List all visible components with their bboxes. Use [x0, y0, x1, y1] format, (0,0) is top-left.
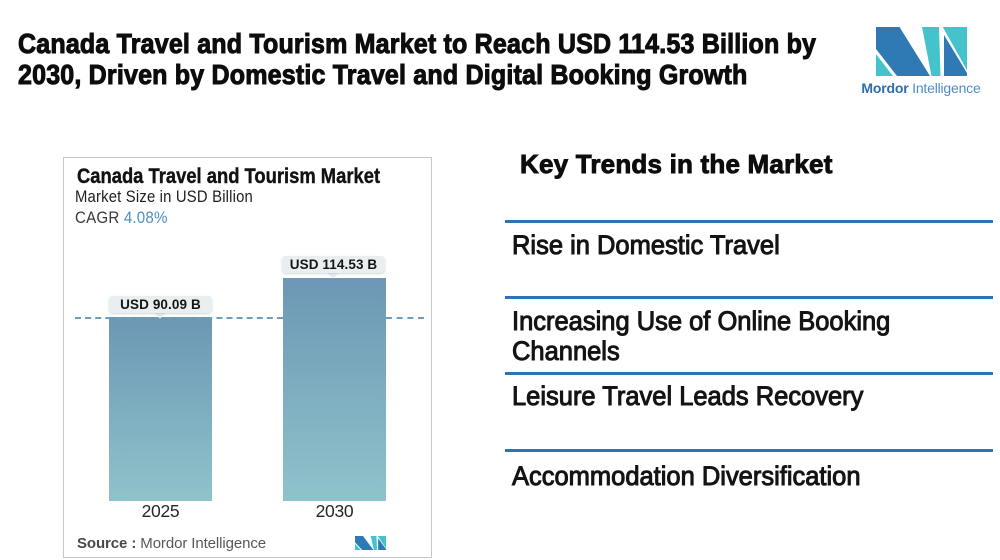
- trend-separator-3: [505, 372, 993, 375]
- source-value: Mordor Intelligence: [140, 535, 266, 552]
- mordor-logo: Mordor Intelligence: [857, 0, 985, 121]
- chart-title: Canada Travel and Tourism Market: [77, 164, 381, 188]
- mordor-logo-text: Mordor Intelligence: [857, 80, 985, 96]
- chart-subtitle: Market Size in USD Billion: [75, 188, 253, 206]
- trend-item-4: Accommodation Diversification: [512, 461, 862, 492]
- value-label-2030: USD 114.53 B: [282, 256, 385, 273]
- market-chart-card: Canada Travel and Tourism Market Market …: [63, 157, 432, 558]
- mordor-mark-small-icon: [355, 536, 386, 550]
- bar-2030: [283, 278, 386, 501]
- cagr-label: CAGR: [75, 208, 120, 227]
- reference-dashed-line-left: [75, 317, 283, 319]
- x-axis-label-2025: 2025: [141, 501, 180, 521]
- mordor-logo-icon: [876, 27, 967, 76]
- trend-item-3: Leisure Travel Leads Recovery: [512, 381, 864, 412]
- chart-cagr: CAGR 4.08%: [75, 208, 168, 228]
- page-title-line1: Canada Travel and Tourism Market to Reac…: [18, 27, 817, 59]
- trend-separator-4: [505, 449, 993, 452]
- page-title: Canada Travel and Tourism Market to Reac…: [18, 27, 817, 90]
- trend-item-2: Increasing Use of Online Booking Channel…: [512, 306, 891, 367]
- value-label-2025: USD 90.09 B: [109, 296, 212, 313]
- bar-2025: [109, 317, 212, 501]
- trends-heading: Key Trends in the Market: [520, 149, 833, 180]
- source-row: Source : Mordor Intelligence: [77, 535, 266, 552]
- trend-separator-1: [505, 220, 993, 223]
- x-axis-label-2030: 2030: [315, 501, 354, 521]
- trend-item-1: Rise in Domestic Travel: [512, 230, 781, 261]
- source-label: Source :: [77, 535, 137, 552]
- trend-separator-2: [505, 296, 993, 299]
- logo-text-bold: Mordor: [861, 80, 909, 96]
- page-title-line2: 2030, Driven by Domestic Travel and Digi…: [18, 58, 748, 90]
- reference-dashed-line-right: [386, 317, 424, 319]
- cagr-value: 4.08%: [123, 208, 168, 227]
- logo-text-light: Intelligence: [912, 80, 981, 96]
